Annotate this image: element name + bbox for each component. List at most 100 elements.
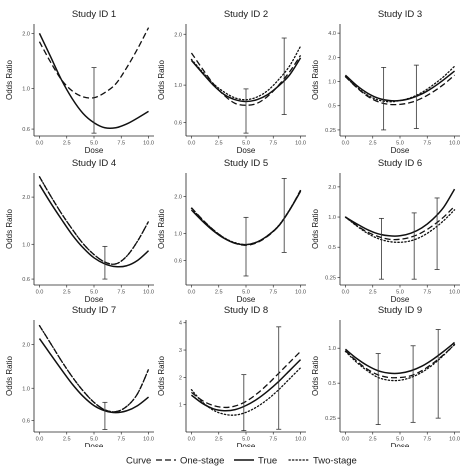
y-axis-title: Odds Ratio bbox=[311, 59, 320, 100]
x-tick-label: 2.5 bbox=[369, 437, 377, 443]
y-axis-title: Odds Ratio bbox=[157, 355, 166, 396]
series-line-one-stage bbox=[345, 205, 456, 241]
error-bar bbox=[276, 326, 282, 430]
panel-title: Study ID 9 bbox=[378, 305, 422, 316]
y-tick-label: 1.0 bbox=[174, 231, 182, 237]
panel-study-5: Study ID 5 0.0 2.5 5.0 7.5 10.0 0.6 1.0 2.0 Dose O… bbox=[157, 158, 306, 304]
y-tick-label: 0.6 bbox=[22, 277, 30, 283]
x-tick-label: 10.0 bbox=[295, 290, 306, 296]
x-tick-label: 7.5 bbox=[269, 141, 277, 147]
series-line-true bbox=[345, 188, 456, 237]
y-tick-label: 2.0 bbox=[22, 31, 30, 37]
x-axis-title: Dose bbox=[391, 442, 410, 447]
y-tick-label: 0.6 bbox=[174, 121, 182, 127]
error-bar bbox=[91, 67, 97, 134]
y-tick-label: 2.0 bbox=[174, 32, 182, 38]
y-tick-label: 0.6 bbox=[174, 259, 182, 265]
series-line-two-stage bbox=[344, 65, 456, 103]
series-line-two-stage bbox=[344, 209, 456, 243]
legend-item-two-stage: Two-stage bbox=[288, 456, 357, 467]
series-line-two-stage bbox=[38, 176, 150, 265]
error-bar bbox=[281, 178, 287, 253]
error-bar bbox=[243, 216, 249, 277]
legend-item-one-stage: One-stage bbox=[156, 456, 224, 467]
x-tick-label: 7.5 bbox=[423, 141, 431, 147]
x-tick-label: 5.0 bbox=[242, 141, 250, 147]
series-line-one-stage bbox=[38, 325, 150, 413]
x-tick-label: 0.0 bbox=[342, 290, 350, 296]
legend-item-true: True bbox=[234, 456, 277, 467]
x-tick-label: 2.5 bbox=[63, 437, 71, 443]
panel-study-4: Study ID 4 0.0 2.5 5.0 7.5 10.0 0.6 1.0 2.0 Dose O… bbox=[5, 158, 154, 304]
y-axis-title: Odds Ratio bbox=[5, 355, 14, 396]
y-tick-label: 2.0 bbox=[22, 343, 30, 349]
y-tick-label: 2.0 bbox=[22, 195, 30, 201]
legend-title: Curve bbox=[126, 456, 151, 467]
x-axis-title: Dose bbox=[85, 442, 104, 447]
x-tick-label: 10.0 bbox=[295, 141, 306, 147]
x-axis-title: Dose bbox=[391, 295, 410, 304]
panel-title: Study ID 7 bbox=[72, 305, 116, 316]
error-bar bbox=[241, 374, 247, 432]
y-tick-label: 4 bbox=[179, 321, 182, 327]
x-tick-label: 0.0 bbox=[188, 437, 196, 443]
x-tick-label: 5.0 bbox=[242, 437, 250, 443]
y-tick-label: 1.0 bbox=[328, 346, 336, 352]
y-tick-label: 4.0 bbox=[328, 31, 336, 37]
y-axis-title: Odds Ratio bbox=[5, 59, 14, 100]
legend-label: One-stage bbox=[180, 456, 224, 467]
panel-study-1: Study ID 1 0.0 2.5 5.0 7.5 10.0 0.6 1.0 2.0 Dose O… bbox=[5, 9, 154, 155]
y-tick-label: 3 bbox=[179, 348, 182, 354]
legend-label: True bbox=[258, 456, 277, 467]
y-tick-label: 1 bbox=[179, 403, 182, 409]
series-line-true bbox=[344, 70, 456, 102]
y-axis-title: Odds Ratio bbox=[311, 355, 320, 396]
error-bar bbox=[435, 329, 441, 419]
x-tick-label: 0.0 bbox=[36, 141, 44, 147]
x-tick-label: 2.5 bbox=[215, 141, 223, 147]
x-tick-label: 2.5 bbox=[63, 141, 71, 147]
y-tick-label: 1.0 bbox=[22, 386, 30, 392]
series-line-one-stage bbox=[191, 350, 302, 409]
error-bar bbox=[243, 88, 249, 134]
series-line-true bbox=[38, 338, 150, 414]
panel-study-9: Study ID 9 0.0 2.5 5.0 7.5 10.0 0.25 0.5 1.0 Dose… bbox=[311, 305, 460, 447]
x-tick-label: 2.5 bbox=[369, 290, 377, 296]
y-axis-title: Odds Ratio bbox=[157, 208, 166, 249]
x-tick-label: 0.0 bbox=[342, 141, 350, 147]
panel-title: Study ID 2 bbox=[224, 9, 268, 20]
series-line-one-stage bbox=[38, 176, 150, 265]
y-tick-label: 2 bbox=[179, 375, 182, 381]
panel-study-6: Study ID 6 0.0 2.5 5.0 7.5 10.0 0.25 0.5 1.0 2.0 D… bbox=[311, 158, 460, 304]
x-axis-title: Dose bbox=[237, 146, 256, 155]
panel-title: Study ID 8 bbox=[224, 305, 268, 316]
series-line-two-stage bbox=[38, 324, 150, 413]
x-tick-label: 2.5 bbox=[215, 290, 223, 296]
error-bar bbox=[102, 401, 108, 430]
panel-title: Study ID 6 bbox=[378, 158, 422, 169]
y-tick-label: 0.6 bbox=[22, 418, 30, 424]
y-axis-title: Odds Ratio bbox=[157, 59, 166, 100]
y-tick-label: 0.5 bbox=[328, 104, 336, 110]
x-tick-label: 10.0 bbox=[449, 290, 460, 296]
y-tick-label: 0.25 bbox=[325, 128, 336, 134]
series-line-one-stage bbox=[190, 52, 302, 106]
x-axis-title: Dose bbox=[391, 146, 410, 155]
x-axis-title: Dose bbox=[237, 442, 256, 447]
x-tick-label: 7.5 bbox=[117, 141, 125, 147]
figure-panels: Study ID 10.0 2.5 5.0 7.5 10.00.61.02.0DoseO… bbox=[5, 9, 460, 447]
panel-study-2: Study ID 2 0.0 2.5 5.0 7.5 10.0 0.6 1.0 2.0 Dose O… bbox=[157, 9, 306, 155]
x-tick-label: 0.0 bbox=[36, 437, 44, 443]
x-axis-title: Dose bbox=[85, 146, 104, 155]
y-axis-title: Odds Ratio bbox=[311, 208, 320, 249]
x-tick-label: 7.5 bbox=[423, 437, 431, 443]
series-line-two-stage bbox=[190, 367, 302, 416]
x-tick-label: 7.5 bbox=[117, 290, 125, 296]
y-tick-label: 0.6 bbox=[22, 127, 30, 133]
y-tick-label: 1.0 bbox=[328, 215, 336, 221]
y-tick-label: 1.0 bbox=[22, 86, 30, 92]
y-tick-label: 2.0 bbox=[174, 194, 182, 200]
series-line-one-stage bbox=[345, 344, 455, 379]
panel-study-8: Study ID 8 0.0 2.5 5.0 7.5 10.0 1 2 3 4 Dose Odds R… bbox=[157, 305, 306, 447]
x-tick-label: 10.0 bbox=[295, 437, 306, 443]
